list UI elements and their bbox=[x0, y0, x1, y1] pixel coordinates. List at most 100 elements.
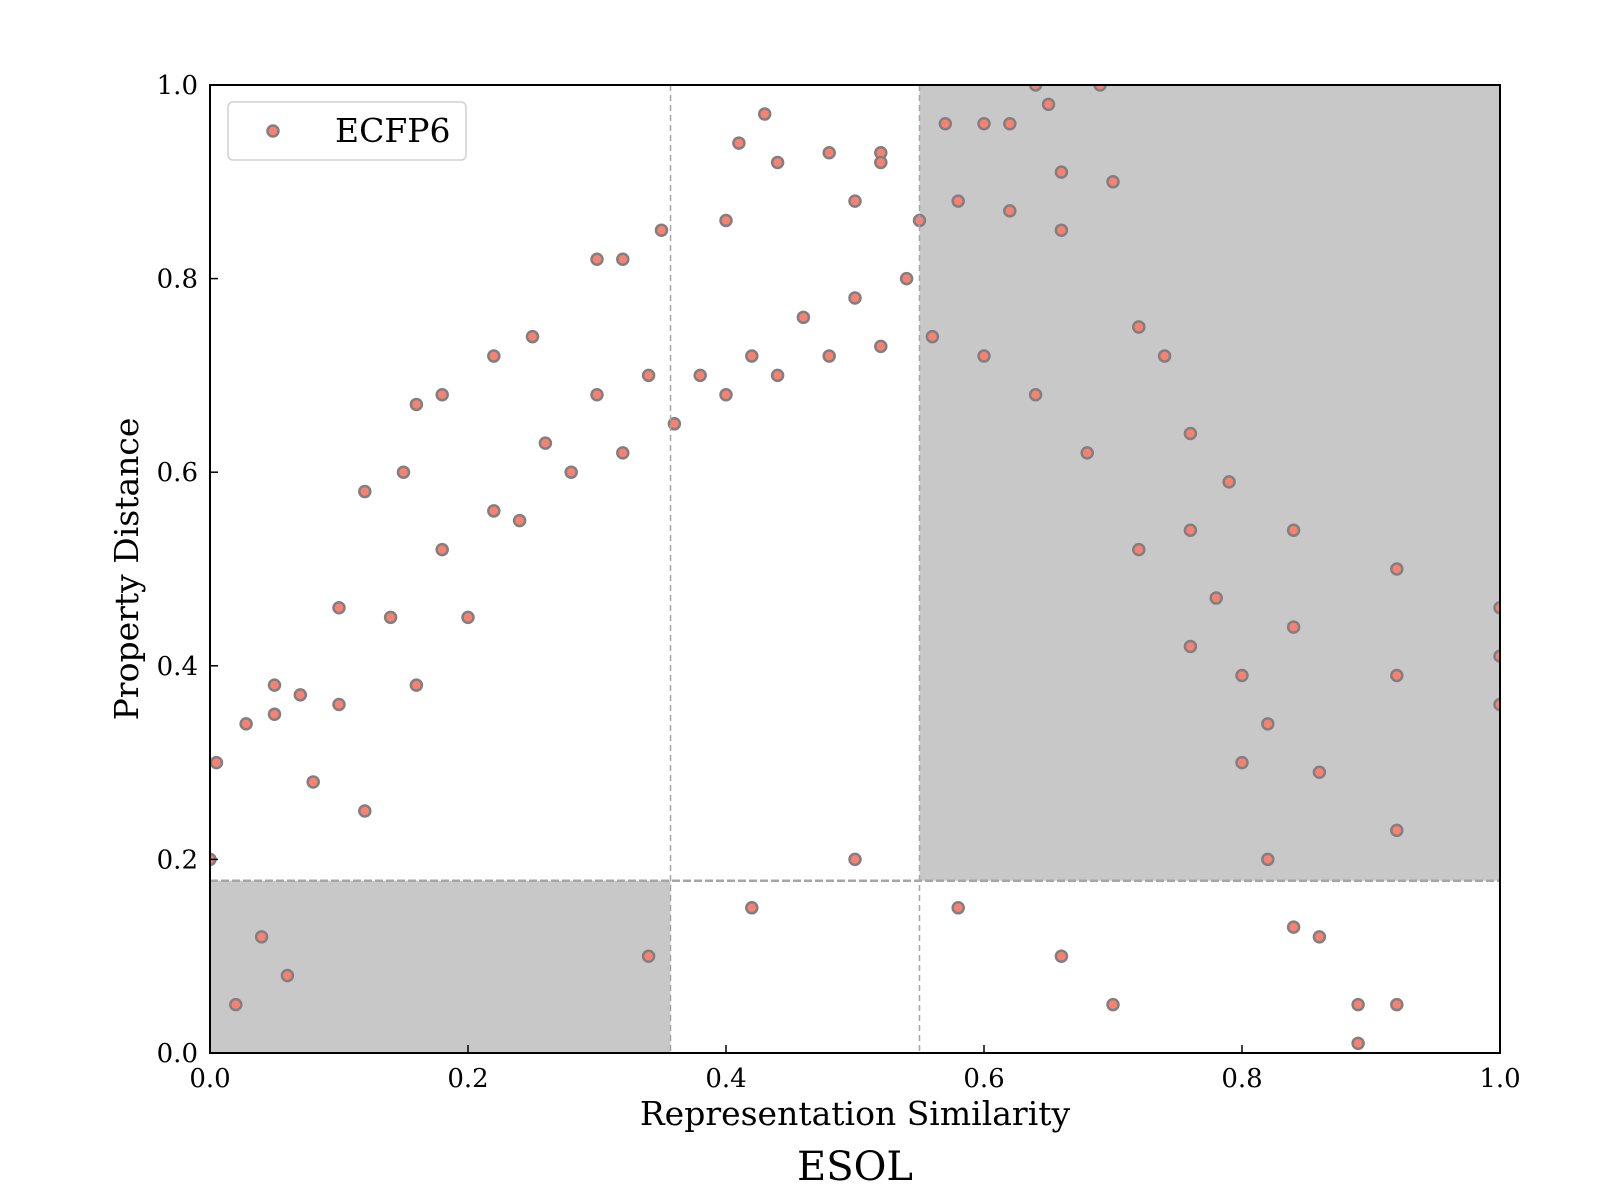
scatter-point bbox=[822, 146, 836, 160]
scatter-point bbox=[332, 697, 346, 712]
shaded-regions bbox=[210, 85, 1500, 1053]
y-axis-ticks: 0.0 0.2 0.4 0.6 0.8 1.0 bbox=[157, 71, 218, 1069]
legend-entry-ecfp6: ECFP6 bbox=[335, 111, 450, 150]
scatter-points bbox=[210, 85, 1500, 1051]
scatter-point bbox=[770, 155, 785, 170]
shaded-region-0 bbox=[210, 880, 671, 1053]
y-tick-label: 0.0 bbox=[157, 1039, 198, 1069]
scatter-point bbox=[822, 349, 836, 363]
scatter-point bbox=[654, 223, 669, 237]
scatter-point bbox=[1390, 562, 1404, 576]
scatter-point bbox=[1157, 349, 1172, 363]
scatter-point bbox=[1054, 949, 1069, 963]
scatter-point bbox=[1003, 116, 1017, 131]
scatter-point bbox=[757, 107, 772, 121]
scatter-point bbox=[667, 417, 682, 431]
scatter-point bbox=[239, 717, 253, 731]
scatter-point bbox=[435, 542, 449, 557]
legend: ECFP6 bbox=[227, 101, 467, 161]
shaded-region-1 bbox=[919, 85, 1500, 881]
scatter-point bbox=[977, 349, 991, 363]
scatter-point bbox=[1286, 920, 1301, 934]
scatter-point bbox=[1106, 997, 1120, 1012]
scatter-point bbox=[1054, 223, 1069, 237]
scatter-point bbox=[254, 930, 269, 944]
scatter-point bbox=[1286, 620, 1301, 634]
scatter-point bbox=[280, 968, 295, 983]
y-tick-label: 0.6 bbox=[157, 458, 198, 488]
scatter-point bbox=[306, 775, 320, 789]
scatter-point bbox=[874, 155, 888, 170]
scatter-point bbox=[1390, 997, 1404, 1012]
scatter-point bbox=[267, 678, 282, 692]
x-tick-label: 0.8 bbox=[1221, 1064, 1262, 1094]
scatter-point bbox=[1183, 639, 1198, 654]
legend-marker-icon bbox=[266, 124, 280, 138]
scatter-point bbox=[693, 368, 707, 383]
scatter-point bbox=[1390, 823, 1404, 838]
scatter-point bbox=[1493, 600, 1500, 615]
scatter-point bbox=[1041, 97, 1056, 112]
scatter-point bbox=[641, 949, 656, 963]
scatter-point bbox=[1261, 852, 1275, 867]
legend-box bbox=[227, 101, 467, 161]
scatter-point bbox=[512, 513, 527, 528]
scatter-point bbox=[938, 116, 953, 131]
scatter-point bbox=[745, 901, 759, 915]
x-tick-label: 0.6 bbox=[963, 1064, 1004, 1094]
scatter-point bbox=[1106, 175, 1120, 189]
x-tick-label: 0.0 bbox=[189, 1064, 230, 1094]
scatter-point bbox=[848, 194, 862, 208]
scatter-point bbox=[590, 388, 604, 402]
scatter-point bbox=[1286, 523, 1301, 538]
scatter-point bbox=[409, 678, 424, 692]
scatter-point bbox=[848, 852, 862, 867]
scatter-point bbox=[1222, 475, 1236, 489]
scatter-point bbox=[1351, 997, 1365, 1012]
scatter-point bbox=[1312, 930, 1327, 944]
x-tick-label: 1.0 bbox=[1479, 1064, 1520, 1094]
scatter-point bbox=[1183, 426, 1198, 441]
x-axis-ticks: 0.0 0.2 0.4 0.6 0.8 1.0 bbox=[189, 1045, 1521, 1094]
scatter-point bbox=[1054, 165, 1069, 179]
scatter-point bbox=[1261, 717, 1275, 731]
scatter-point bbox=[1028, 85, 1043, 92]
scatter-point bbox=[1093, 85, 1107, 92]
scatter-point bbox=[409, 397, 424, 412]
scatter-point bbox=[719, 213, 733, 228]
scatter-point bbox=[1351, 1036, 1365, 1051]
scatter-point bbox=[461, 610, 475, 625]
scatter-point bbox=[1493, 649, 1500, 663]
scatter-point bbox=[1235, 755, 1249, 770]
scatter-point bbox=[396, 465, 411, 479]
scatter-point bbox=[538, 436, 553, 450]
scatter-point bbox=[1390, 668, 1404, 683]
scatter-point bbox=[719, 388, 733, 402]
scatter-point bbox=[1493, 697, 1500, 712]
x-axis-label: Representation Similarity bbox=[640, 1094, 1071, 1133]
scatter-point bbox=[1312, 765, 1327, 780]
scatter-point bbox=[1132, 320, 1146, 334]
scatter-point bbox=[1028, 388, 1043, 402]
y-tick-label: 0.8 bbox=[157, 265, 198, 295]
scatter-point bbox=[487, 349, 501, 363]
scatter-point bbox=[1080, 446, 1094, 460]
y-tick-label: 0.4 bbox=[157, 652, 198, 682]
scatter-point bbox=[564, 465, 578, 479]
scatter-point bbox=[616, 252, 630, 266]
scatter-point bbox=[641, 368, 656, 383]
scatter-point bbox=[383, 610, 398, 625]
scatter-point bbox=[951, 194, 965, 208]
y-tick-label: 0.2 bbox=[157, 845, 198, 875]
scatter-point bbox=[848, 291, 862, 305]
scatter-point bbox=[358, 804, 372, 818]
scatter-point bbox=[732, 136, 746, 150]
scatter-point bbox=[745, 349, 759, 363]
scatter-point bbox=[1183, 523, 1198, 538]
scatter-point bbox=[770, 368, 785, 383]
y-tick-label: 1.0 bbox=[157, 71, 198, 101]
scatter-point bbox=[229, 997, 243, 1012]
scatter-point bbox=[525, 329, 540, 344]
chart-title: ESOL bbox=[797, 1144, 913, 1190]
